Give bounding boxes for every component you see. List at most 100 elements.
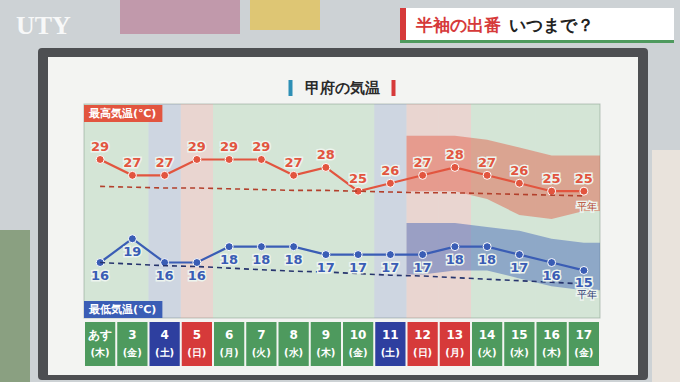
- category-box: [343, 322, 373, 366]
- category-box: [214, 322, 244, 366]
- studio-decor: [652, 150, 680, 382]
- point: [225, 155, 233, 163]
- studio-decor: [250, 0, 320, 30]
- point: [257, 243, 265, 251]
- point: [483, 171, 491, 179]
- category-day: 6: [225, 328, 233, 342]
- category-weekday: (木): [542, 347, 561, 358]
- data-label: 25: [543, 171, 561, 186]
- point: [386, 179, 394, 187]
- data-label: 16: [156, 268, 174, 283]
- point: [257, 155, 265, 163]
- point: [161, 171, 169, 179]
- point: [322, 163, 330, 171]
- point: [483, 243, 491, 251]
- header-accent: [400, 8, 406, 40]
- point: [193, 259, 201, 267]
- category-box: [569, 322, 599, 366]
- day-column: [342, 104, 374, 318]
- data-label: 19: [123, 244, 141, 259]
- header-title-part: 半袖の出番: [415, 15, 501, 35]
- category-box: [408, 322, 438, 366]
- category-box: [85, 322, 115, 366]
- data-label: 28: [446, 147, 464, 162]
- point: [128, 171, 136, 179]
- day-column: [245, 104, 277, 318]
- category-label: 15 (水): [510, 328, 529, 358]
- title-bracket: [289, 80, 293, 96]
- category-box: [375, 322, 405, 366]
- logo: UTY: [16, 11, 71, 40]
- category-weekday: (日): [187, 347, 206, 358]
- category-label: 7(火): [252, 328, 271, 358]
- day-column: [374, 104, 406, 318]
- data-label: 27: [123, 155, 141, 170]
- point: [419, 171, 427, 179]
- category-label: 16 (木): [542, 328, 561, 358]
- category-box: [246, 322, 276, 366]
- data-label: 18: [285, 252, 303, 267]
- point: [225, 243, 233, 251]
- day-column: [84, 104, 116, 318]
- background: [0, 0, 680, 382]
- category-weekday: (日): [413, 347, 432, 358]
- point: [193, 155, 201, 163]
- data-label: 27: [285, 155, 303, 170]
- category-weekday: (土): [381, 347, 400, 358]
- category-day: 15: [511, 328, 528, 342]
- forecast-range: [407, 223, 601, 290]
- category-weekday: (火): [478, 347, 497, 358]
- data-label: 26: [381, 163, 399, 178]
- category-day: 16: [543, 328, 560, 342]
- point: [419, 251, 427, 259]
- category-day: 3: [128, 328, 136, 342]
- point: [354, 251, 362, 259]
- data-label: 29: [188, 139, 206, 154]
- header-title: 半袖の出番いつまで？: [415, 15, 594, 35]
- studio-decor: [0, 230, 30, 382]
- category-label: 9(木): [316, 328, 335, 358]
- data-label: 17: [510, 260, 528, 275]
- day-column: [116, 104, 148, 318]
- category-day: 12: [414, 328, 431, 342]
- data-label: 29: [220, 139, 238, 154]
- normal-label: 平年: [577, 201, 597, 212]
- category-label: 17(金): [574, 328, 593, 358]
- data-label: 18: [252, 252, 270, 267]
- plot-area: [84, 104, 600, 318]
- category-label: 12 (日): [413, 328, 432, 358]
- point: [128, 235, 136, 243]
- category-day: 13: [447, 328, 464, 342]
- category-day: 14: [479, 328, 496, 342]
- category-weekday: (火): [252, 347, 271, 358]
- category-label: 6(月): [220, 328, 239, 358]
- category-box: [150, 322, 180, 366]
- category-day: 5: [193, 328, 201, 342]
- category-day: 11: [382, 328, 399, 342]
- day-column: [310, 104, 342, 318]
- point: [451, 243, 459, 251]
- data-label: 16: [91, 268, 109, 283]
- data-label: 25: [575, 171, 593, 186]
- point: [96, 155, 104, 163]
- header-underline: [400, 40, 674, 43]
- category-day: 4: [160, 328, 168, 342]
- plot-marks: [84, 104, 600, 318]
- category-day: 9: [322, 328, 330, 342]
- category-label: 11 (土): [381, 328, 400, 358]
- data-label: 17: [349, 260, 367, 275]
- header-title-part: いつまで？: [509, 15, 594, 35]
- category-label: 5 (日): [187, 328, 206, 358]
- category-weekday: (土): [155, 347, 174, 358]
- point: [290, 243, 298, 251]
- data-label: 18: [478, 252, 496, 267]
- data-label: 16: [543, 268, 561, 283]
- category-label: 13(月): [445, 328, 464, 358]
- point: [386, 251, 394, 259]
- category-weekday: (水): [510, 347, 529, 358]
- category-box: [279, 322, 309, 366]
- data-label: 27: [156, 155, 174, 170]
- forecast-range: [407, 136, 601, 219]
- series-name: 最低気温(℃): [88, 303, 156, 316]
- normal-line: [100, 186, 584, 196]
